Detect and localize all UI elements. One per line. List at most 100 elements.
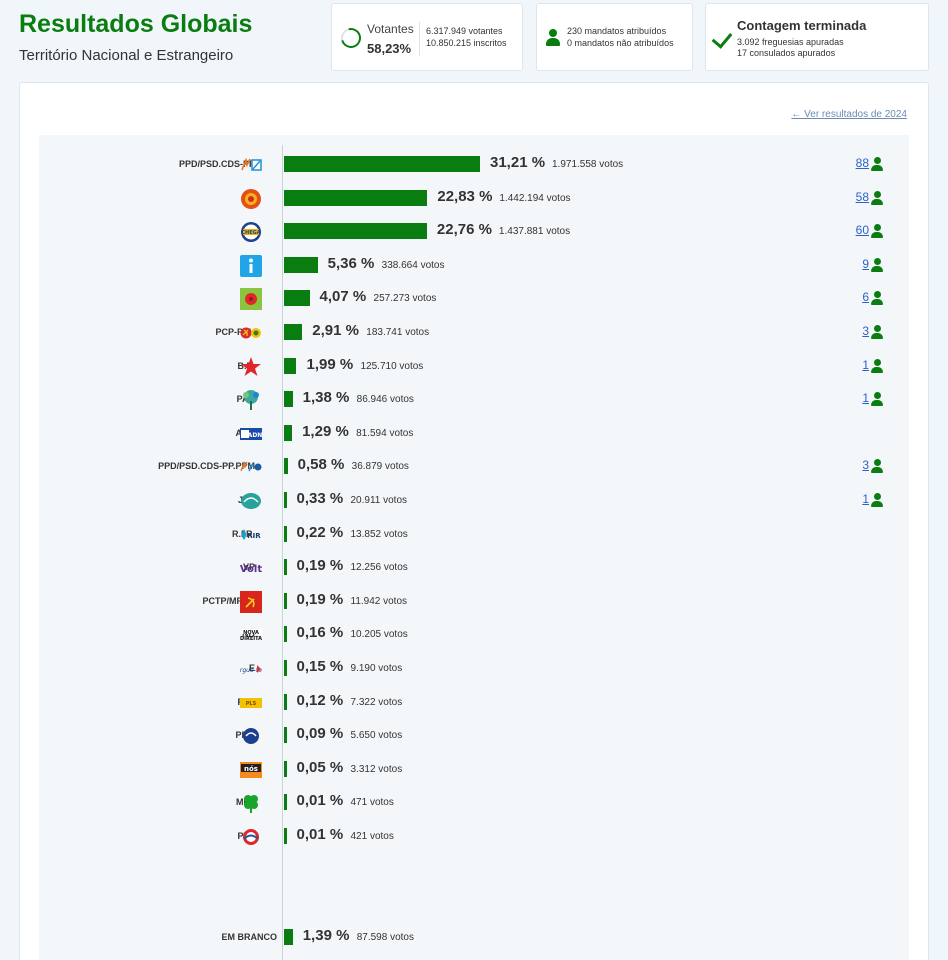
seats-link[interactable]: 58 bbox=[855, 189, 869, 204]
pct-label: 0,12 % bbox=[296, 691, 344, 709]
result-row: ADNADN1,29 %81.594 votos bbox=[39, 422, 909, 446]
pct-label: 0,09 % bbox=[296, 725, 344, 743]
svg-text:ADN: ADN bbox=[248, 432, 262, 439]
votes-label: 471 votos bbox=[350, 797, 394, 809]
pct-label: 0,16 % bbox=[296, 624, 344, 642]
seats-link[interactable]: 60 bbox=[855, 223, 869, 238]
svg-text:Volt: Volt bbox=[240, 564, 262, 575]
party-name: PPD/PSD.CDS-PP.PPM bbox=[158, 461, 255, 472]
result-bar bbox=[284, 256, 318, 273]
result-bar bbox=[284, 424, 293, 441]
votes-label: 81.594 votos bbox=[356, 427, 414, 439]
pct-label: 0,15 % bbox=[296, 658, 344, 675]
svg-text:CHEGA: CHEGA bbox=[241, 230, 260, 236]
seats-unassigned: 0 mandatos não atribuídos bbox=[567, 38, 674, 48]
pct-label: 0,01 % bbox=[296, 826, 344, 843]
result-row: PPD/PSD.CDS-PP 31,21 % 1.971.558 votos 88 bbox=[39, 153, 909, 177]
person-icon bbox=[871, 325, 884, 339]
seats-link[interactable]: 3 bbox=[862, 324, 869, 338]
result-row: NDNOVADIREITA0,16 %10.205 votos bbox=[39, 623, 909, 647]
party-logo-icon bbox=[240, 725, 262, 747]
party-logo-icon bbox=[240, 254, 262, 277]
party-name: E bbox=[248, 663, 255, 673]
party-logo-icon: Volt bbox=[240, 557, 262, 579]
party-logo-icon: CHEGA bbox=[240, 221, 262, 243]
result-row: VP Volt 0,19 % 12.256 votos bbox=[39, 556, 909, 580]
party-logo-icon: RIR bbox=[240, 524, 262, 546]
result-row: PCP-PEV 2,91 % 183.741 votos 3 bbox=[39, 321, 909, 345]
votes-label: 13.852 votos bbox=[350, 528, 408, 540]
seats-link[interactable]: 1 bbox=[862, 391, 869, 406]
result-row: PPD/PSD.CDS-PP.PPM 0,58 % 36.879 votos 3 bbox=[39, 455, 909, 479]
pct-label: 0,01 % bbox=[296, 792, 344, 810]
result-bar bbox=[284, 324, 303, 340]
result-bar bbox=[284, 660, 287, 676]
person-icon bbox=[871, 224, 884, 239]
pct-label: 0,19 % bbox=[296, 590, 344, 608]
result-bar bbox=[284, 760, 287, 777]
result-bar bbox=[284, 828, 287, 844]
turnout-card: Votantes 58,23% 6.317.949 votantes 10.85… bbox=[331, 3, 523, 71]
result-bar bbox=[284, 626, 287, 643]
progress-ring-icon bbox=[337, 24, 365, 52]
result-bar bbox=[284, 492, 287, 508]
party-logo-icon bbox=[240, 356, 262, 378]
pct-label: 0,05 % bbox=[296, 758, 344, 776]
party-logo-icon bbox=[240, 456, 262, 478]
person-icon bbox=[871, 459, 884, 474]
result-row: EM BRANCO 1,39 % 87.598 votos bbox=[39, 926, 909, 950]
votes-label: 125.710 votos bbox=[360, 360, 424, 372]
result-row: PCTP/MRPP 0,19 % 11.942 votos bbox=[39, 590, 909, 614]
page-title: Resultados Globais bbox=[19, 10, 253, 38]
votes-label: 20.911 votos bbox=[350, 495, 408, 506]
seats-card: 230 mandatos atribuídos 0 mandatos não a… bbox=[536, 3, 693, 71]
result-bar bbox=[284, 357, 297, 374]
party-logo-icon bbox=[240, 590, 262, 613]
count-status: Contagem terminada bbox=[737, 18, 867, 33]
seats-link[interactable]: 1 bbox=[862, 357, 869, 372]
pct-label: 2,91 % bbox=[312, 322, 359, 339]
turnout-label: Votantes bbox=[367, 22, 414, 36]
seats-link[interactable]: 6 bbox=[862, 290, 869, 305]
votes-label: 11.942 votos bbox=[350, 595, 408, 607]
chart-axis bbox=[282, 145, 283, 960]
party-name: EM BRANCO bbox=[221, 931, 278, 942]
seats-link[interactable]: 88 bbox=[855, 156, 869, 170]
result-bar bbox=[284, 525, 287, 542]
pct-label: 0,33 % bbox=[296, 490, 344, 507]
pct-label: 1,39 % bbox=[302, 926, 350, 944]
votes-label: 36.879 votos bbox=[351, 461, 409, 473]
votes-label: 5.650 votos bbox=[350, 730, 403, 742]
pct-label: 1,29 % bbox=[302, 422, 349, 440]
seats-link[interactable]: 9 bbox=[862, 256, 869, 271]
pct-label: 22,83 % bbox=[437, 187, 493, 205]
votes-label: 86.946 votos bbox=[356, 394, 414, 406]
svg-text:RIR: RIR bbox=[247, 532, 261, 540]
result-bar bbox=[284, 928, 293, 945]
party-logo-icon bbox=[240, 389, 262, 411]
party-name: VP bbox=[242, 562, 255, 573]
seats-link[interactable]: 1 bbox=[862, 492, 869, 506]
votes-label: 338.664 votos bbox=[381, 259, 445, 271]
page-subtitle: Território Nacional e Estrangeiro bbox=[19, 47, 234, 64]
result-bar bbox=[284, 592, 287, 609]
party-logo-icon bbox=[240, 288, 262, 311]
party-logo-icon bbox=[240, 188, 262, 210]
result-bar bbox=[284, 189, 428, 206]
divider bbox=[419, 22, 420, 56]
party-name: PCP-PEV bbox=[215, 327, 255, 337]
svg-text:NOVA: NOVA bbox=[243, 630, 259, 636]
previous-results-link[interactable]: ← Ver resultados de 2024 bbox=[791, 109, 907, 120]
votes-label: 10.205 votos bbox=[350, 629, 408, 641]
result-bar bbox=[284, 156, 480, 172]
svg-text:PLS: PLS bbox=[246, 701, 257, 707]
seats-link[interactable]: 3 bbox=[862, 458, 869, 473]
turnout-pct: 58,23% bbox=[367, 41, 412, 56]
